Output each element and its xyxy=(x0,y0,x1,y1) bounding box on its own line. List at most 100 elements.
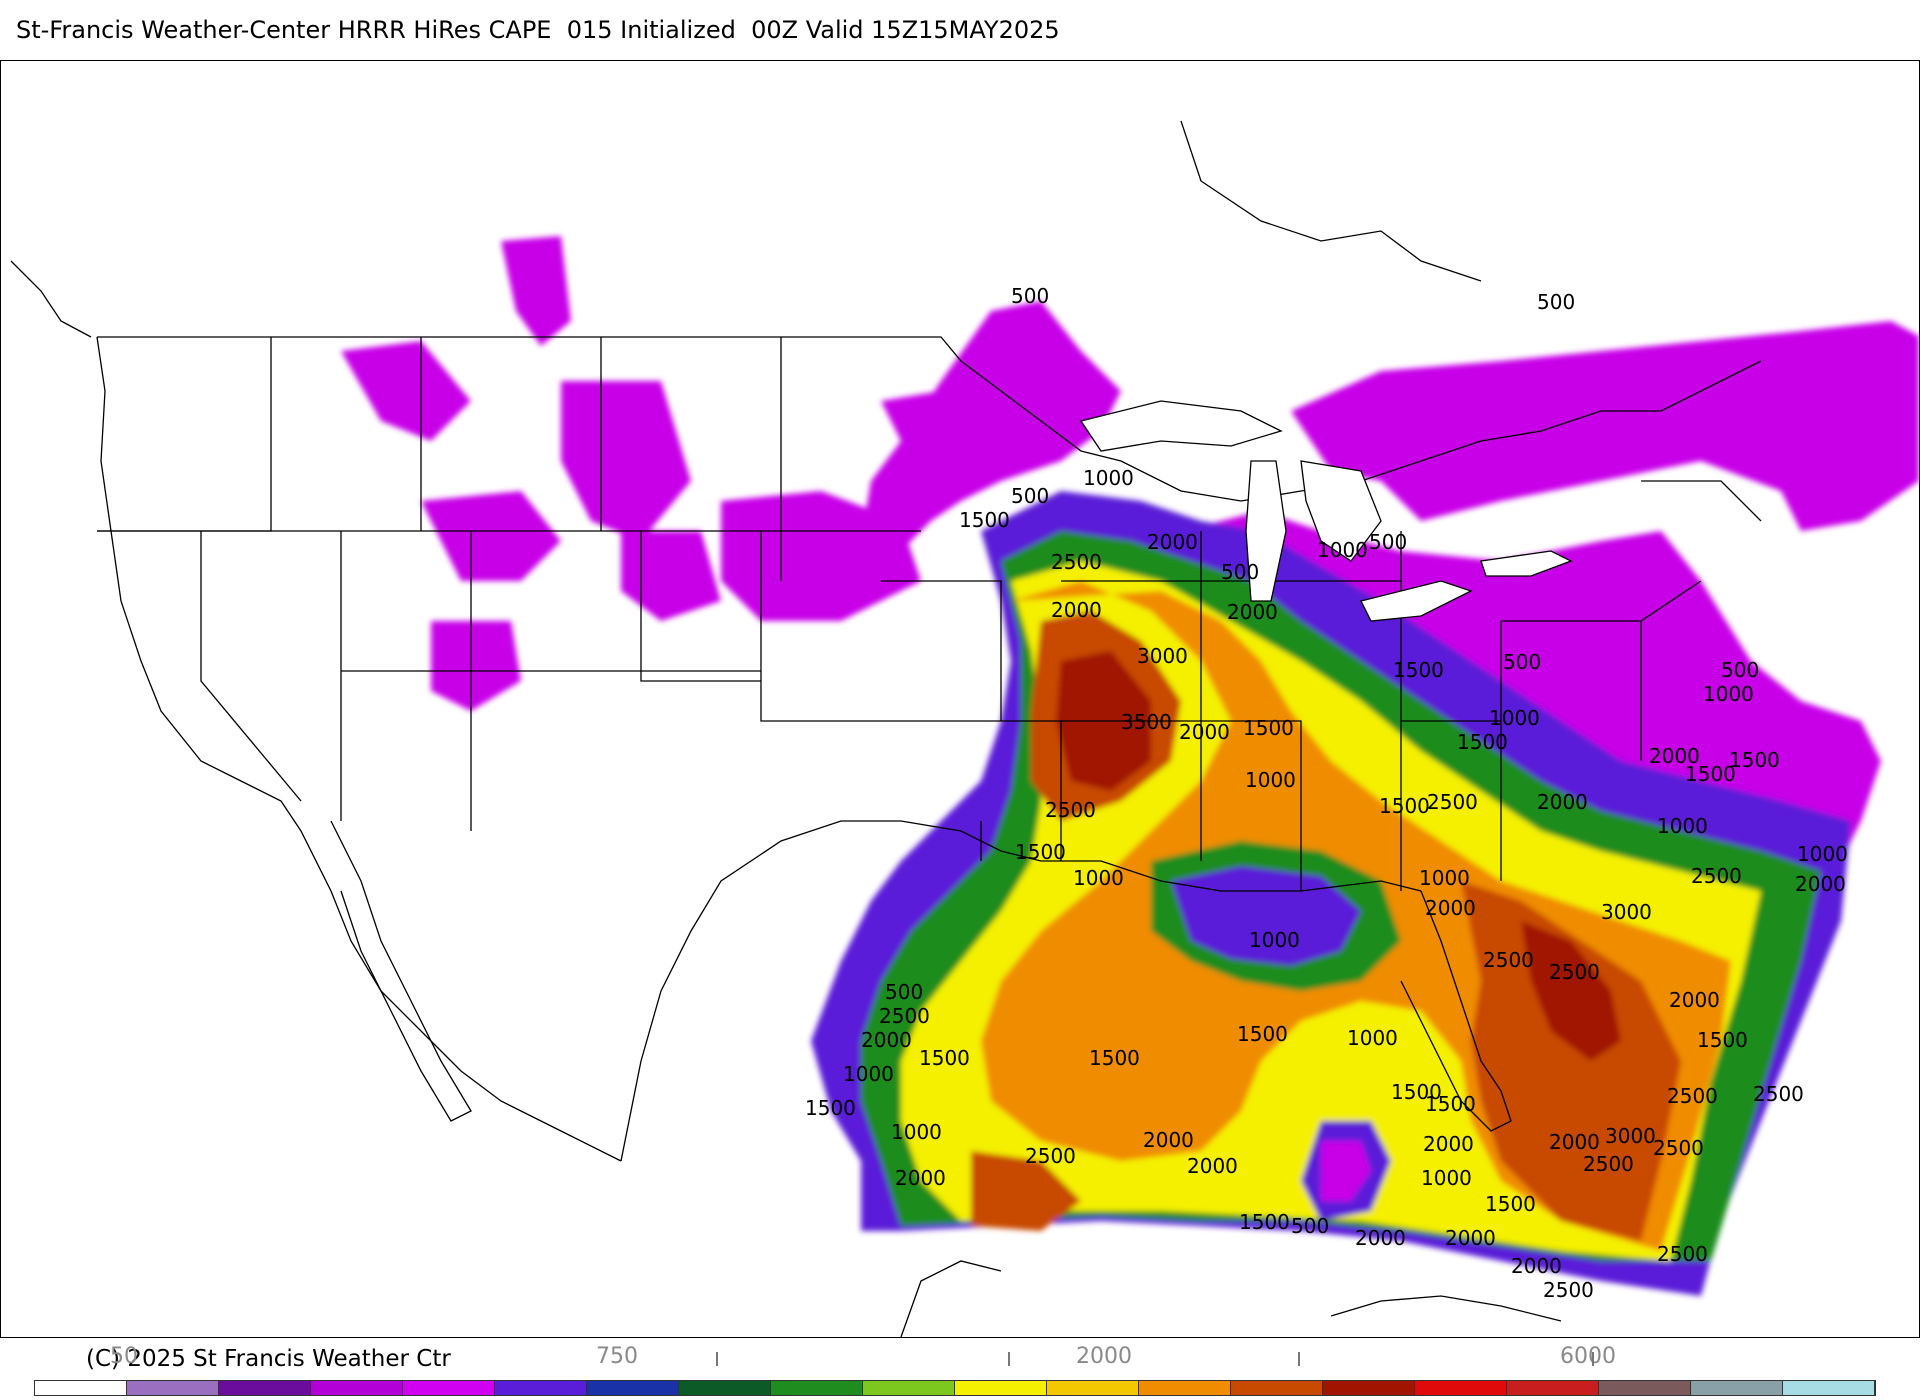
colorbar-swatch xyxy=(127,1381,219,1395)
cape-embedded-purple xyxy=(1321,1141,1371,1201)
contour-label: 2000 xyxy=(1511,1254,1562,1278)
west-coastline xyxy=(96,336,622,1162)
contour-label: 2000 xyxy=(1549,1130,1600,1154)
contour-label: 1500 xyxy=(1239,1210,1290,1234)
contour-label: 2000 xyxy=(1147,530,1198,554)
contour-label: 500 xyxy=(1291,1214,1329,1238)
cuba-coastline xyxy=(1330,1295,1562,1322)
colorbar-label: 6000 xyxy=(1560,1344,1616,1369)
colorbar-swatch xyxy=(679,1381,771,1395)
contour-label: 1500 xyxy=(1015,840,1066,864)
colorbar-tick xyxy=(1592,1352,1594,1366)
contour-label: 2000 xyxy=(1795,872,1846,896)
contour-label: 1000 xyxy=(1657,814,1708,838)
contour-label: 2000 xyxy=(1179,720,1230,744)
contour-label: 1000 xyxy=(1797,842,1848,866)
contour-label: 2500 xyxy=(1667,1084,1718,1108)
cape-plume-red xyxy=(1056,651,1621,1061)
contour-label: 500 xyxy=(1721,658,1759,682)
state-line-9 xyxy=(640,531,761,682)
contour-label: 1500 xyxy=(1243,716,1294,740)
contour-label: 2500 xyxy=(1025,1144,1076,1168)
colorbar-swatch xyxy=(311,1381,403,1395)
contour-label: 2000 xyxy=(1187,1154,1238,1178)
political-boundaries xyxy=(10,120,1762,1337)
copyright-notice: (C) 2025 St Francis Weather Ctr xyxy=(86,1346,451,1372)
colorbar-swatch xyxy=(771,1381,863,1395)
contour-label: 3000 xyxy=(1605,1124,1656,1148)
contour-label: 1500 xyxy=(1685,762,1736,786)
contour-label: 1500 xyxy=(1391,1080,1442,1104)
contour-label: 2000 xyxy=(1425,896,1476,920)
contour-label: 2000 xyxy=(1227,600,1278,624)
contour-label: 1000 xyxy=(1083,466,1134,490)
state-line-6 xyxy=(200,531,302,802)
colorbar-swatch xyxy=(863,1381,955,1395)
colorbar-swatch xyxy=(495,1381,587,1395)
cape-patch-west-2 xyxy=(341,341,471,441)
colorbar-swatch xyxy=(1231,1381,1323,1395)
colorbar-swatch xyxy=(1507,1381,1599,1395)
contour-label: 2000 xyxy=(895,1166,946,1190)
state-line-1 xyxy=(97,337,272,532)
contour-label: 500 xyxy=(1011,484,1049,508)
contour-label: 3000 xyxy=(1137,644,1188,668)
cape-patch-west-7 xyxy=(621,531,721,621)
northwest-coast xyxy=(10,260,92,338)
cape-patch-west-5 xyxy=(721,491,921,621)
contour-label: 500 xyxy=(1537,290,1575,314)
contour-label: 2500 xyxy=(1543,1278,1594,1302)
contour-label: 1500 xyxy=(1393,658,1444,682)
contour-label: 1500 xyxy=(919,1046,970,1070)
contour-label: 2500 xyxy=(879,1004,930,1028)
colorbar-swatch xyxy=(35,1381,127,1395)
cape-map: 500 500 1000 500 1500 2000 2500 500 1000… xyxy=(10,120,1919,1337)
contour-labels: 500 500 1000 500 1500 2000 2500 500 1000… xyxy=(805,284,1848,1302)
colorbar-swatch xyxy=(1047,1381,1139,1395)
colorbar-swatch xyxy=(1415,1381,1507,1395)
contour-label: 2000 xyxy=(1423,1132,1474,1156)
contour-label: 500 xyxy=(1221,560,1259,584)
colorbar-swatch xyxy=(1323,1381,1415,1395)
colorbar-label: 50 xyxy=(110,1344,138,1369)
contour-label: 2000 xyxy=(1537,790,1588,814)
colorbar-swatch xyxy=(1139,1381,1231,1395)
contour-label: 1500 xyxy=(1729,748,1780,772)
contour-label: 500 xyxy=(1369,530,1407,554)
contour-label: 2000 xyxy=(861,1028,912,1052)
cape-embedded-blue xyxy=(1171,866,1391,1221)
yucatan-coast xyxy=(900,1260,1002,1337)
contour-label: 1000 xyxy=(1073,866,1124,890)
contour-label: 1500 xyxy=(1697,1028,1748,1052)
cape-patch-west-4 xyxy=(421,491,561,581)
contour-label: 2500 xyxy=(1653,1136,1704,1160)
contour-label: 2500 xyxy=(1753,1082,1804,1106)
cape-patch-west-6 xyxy=(431,621,521,711)
contour-label: 1500 xyxy=(1089,1046,1140,1070)
contour-label: 1000 xyxy=(1703,682,1754,706)
contour-label: 2500 xyxy=(1691,864,1742,888)
contour-label: 2000 xyxy=(1669,988,1720,1012)
colorbar-label: 2000 xyxy=(1076,1344,1132,1369)
cape-band-purple-northeast xyxy=(1291,321,1919,531)
great-lake-huron xyxy=(1300,460,1382,562)
contour-label: 1000 xyxy=(843,1062,894,1086)
contour-label: 2500 xyxy=(1549,960,1600,984)
contour-label: 1000 xyxy=(1249,928,1300,952)
contour-label: 2500 xyxy=(1657,1242,1708,1266)
cape-colorbar xyxy=(34,1380,1876,1396)
contour-label: 2500 xyxy=(1051,550,1102,574)
contour-label: 2000 xyxy=(1649,744,1700,768)
state-line-15 xyxy=(1061,720,1302,891)
contour-label: 2500 xyxy=(1583,1152,1634,1176)
contour-label: 2000 xyxy=(1143,1128,1194,1152)
contour-label: 1500 xyxy=(1457,730,1508,754)
contour-label: 1000 xyxy=(891,1120,942,1144)
contour-label: 2500 xyxy=(1483,948,1534,972)
baja-peninsula xyxy=(330,820,472,1122)
contour-label: 1000 xyxy=(1489,706,1540,730)
colorbar-swatch xyxy=(587,1381,679,1395)
contour-label: 1500 xyxy=(1237,1022,1288,1046)
state-line-12 xyxy=(881,580,1002,721)
cape-shading xyxy=(341,236,1919,1296)
